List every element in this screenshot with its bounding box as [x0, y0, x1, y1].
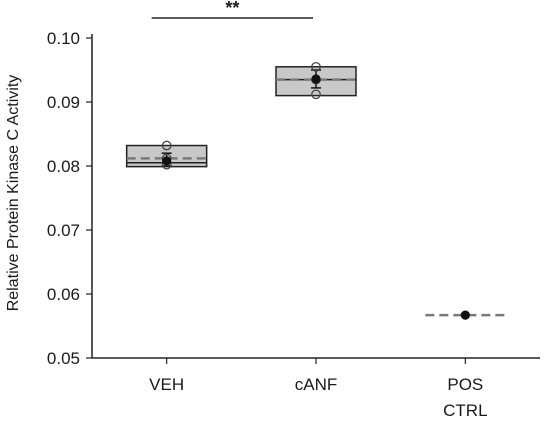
x-tick-label: POS [447, 375, 483, 394]
y-axis-title: Relative Protein Kinase C Activity [5, 75, 22, 312]
x-tick-label: CTRL [443, 401, 487, 420]
y-tick-label: 0.06 [47, 285, 80, 304]
data-point [311, 61, 321, 72]
x-tick-label: VEH [149, 375, 184, 394]
x-tick-label: cANF [295, 375, 338, 394]
y-axis-ticks: 0.05 0.06 0.07 0.08 0.09 0.10 [47, 29, 92, 368]
mean-marker [311, 74, 321, 84]
box-groups [125, 61, 506, 320]
data-point [161, 140, 172, 151]
y-tick-label: 0.10 [47, 29, 80, 48]
y-tick-label: 0.05 [47, 349, 80, 368]
significance-annotation: ** [151, 0, 313, 19]
y-tick-label: 0.08 [47, 157, 80, 176]
box-group [425, 310, 506, 320]
x-axis-labels: VEH cANF POS CTRL [149, 358, 488, 420]
box-group [275, 61, 357, 100]
significance-label: ** [225, 0, 239, 18]
mean-marker [460, 310, 470, 320]
data-point [311, 89, 321, 100]
mean-marker [162, 156, 172, 166]
y-tick-label: 0.07 [47, 221, 80, 240]
y-tick-label: 0.09 [47, 93, 80, 112]
box-group [125, 140, 208, 170]
